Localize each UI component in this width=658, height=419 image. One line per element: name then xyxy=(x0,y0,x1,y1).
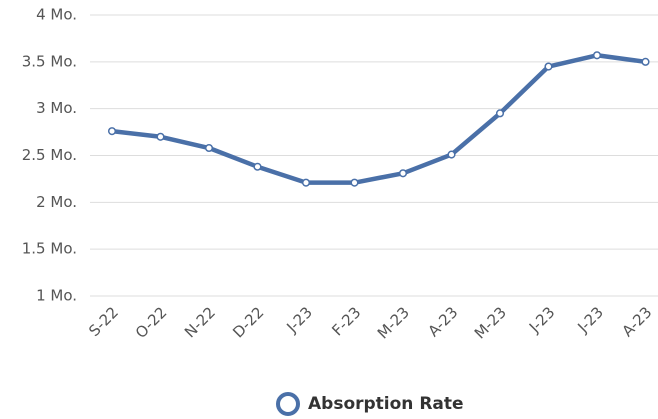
x-tick-label: O-22 xyxy=(132,303,171,342)
data-point xyxy=(544,62,553,71)
data-point xyxy=(495,109,505,118)
y-tick-label: 4 Mo. xyxy=(36,6,77,24)
x-tick-label: M-23 xyxy=(374,303,413,342)
data-point xyxy=(107,127,117,136)
x-tick-label: M-23 xyxy=(471,303,510,342)
y-tick-label: 1 Mo. xyxy=(36,287,77,305)
data-point xyxy=(398,169,408,178)
legend-label: Absorption Rate xyxy=(308,394,464,414)
y-tick-label: 1.5 Mo. xyxy=(22,240,77,258)
x-tick-label: A-23 xyxy=(424,303,461,340)
x-tick-label: J-23 xyxy=(574,303,608,337)
data-point xyxy=(350,178,359,187)
series-line xyxy=(111,53,646,185)
y-tick-label: 3 Mo. xyxy=(36,99,77,117)
x-tick-label: J-23 xyxy=(283,303,317,337)
y-tick-label: 2 Mo. xyxy=(36,193,77,211)
data-point xyxy=(447,150,456,159)
data-point xyxy=(301,178,311,187)
x-tick-label: D-22 xyxy=(229,303,267,341)
y-tick-label: 3.5 Mo. xyxy=(22,52,77,70)
data-point xyxy=(204,143,214,153)
legend-marker xyxy=(276,392,300,416)
y-tick-label: 2.5 Mo. xyxy=(22,146,77,164)
data-point xyxy=(592,51,602,60)
x-tick-label: J-23 xyxy=(525,303,559,337)
data-point xyxy=(641,57,650,66)
x-tick-label: N-22 xyxy=(181,303,219,341)
data-point xyxy=(156,132,165,141)
x-tick-label: S-22 xyxy=(85,303,122,340)
data-point xyxy=(253,162,262,171)
x-tick-label: F-23 xyxy=(328,303,364,339)
x-tick-label: A-23 xyxy=(618,303,655,340)
